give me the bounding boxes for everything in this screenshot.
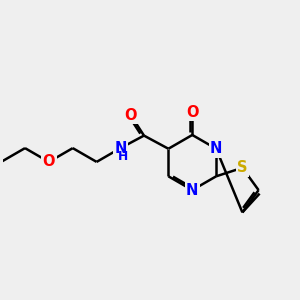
Text: S: S bbox=[237, 160, 247, 175]
Text: N: N bbox=[210, 141, 222, 156]
Text: O: O bbox=[124, 108, 137, 123]
Text: H: H bbox=[118, 150, 128, 164]
Text: N: N bbox=[114, 141, 127, 156]
Text: O: O bbox=[43, 154, 55, 169]
Text: O: O bbox=[186, 105, 199, 120]
Text: N: N bbox=[186, 183, 199, 198]
